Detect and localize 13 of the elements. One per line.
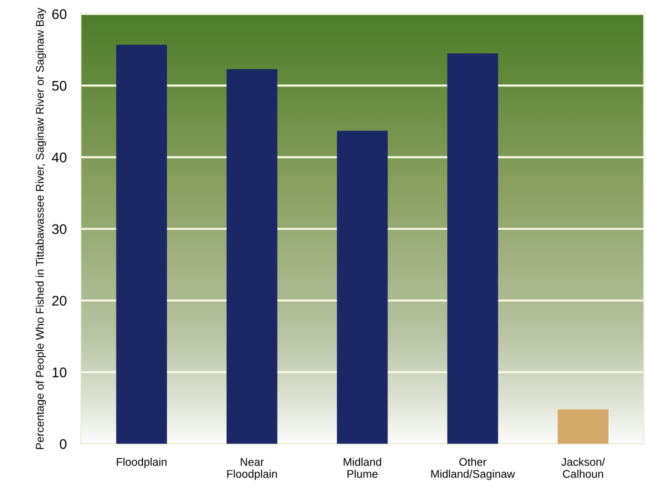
y-tick-label: 40 (52, 152, 66, 162)
y-tick-label: 20 (52, 296, 66, 306)
x-tick-label: Jackson/ Calhoun (561, 458, 605, 478)
x-tick-label: Floodplain (116, 458, 166, 468)
y-tick-label: 60 (52, 9, 66, 20)
y-tick-label: 50 (52, 80, 66, 91)
y-tick-label: 30 (52, 224, 66, 234)
x-tick-label: Midland Plume (344, 458, 382, 478)
y-axis-title: Percentage of People Who Fished in Tittabawassee River, Saginaw River or Saginaw Bay (36, 8, 46, 450)
x-tick-label: Other Midland/Saginaw (431, 458, 516, 480)
y-tick-label: 0 (60, 439, 66, 449)
x-tick-label: Near Floodplain (227, 458, 277, 480)
y-tick-label: 10 (52, 368, 66, 378)
